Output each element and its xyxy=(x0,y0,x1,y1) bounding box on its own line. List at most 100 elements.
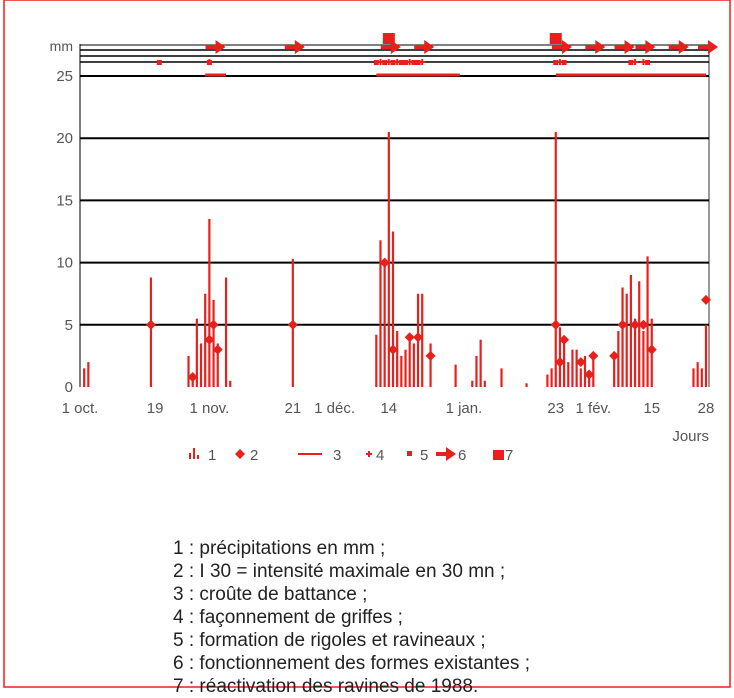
rigoles-marker xyxy=(206,60,212,65)
i30-marker xyxy=(425,350,436,361)
legend-line-5: 5formation de rigoles et ravineaux ; xyxy=(173,629,530,652)
rigoles-marker xyxy=(156,60,162,65)
rigoles-marker xyxy=(382,60,388,65)
x-tick-label: 19 xyxy=(147,400,164,417)
x-tick-label: 23 xyxy=(547,400,564,417)
i30-marker xyxy=(379,257,390,268)
legend-key: 5 xyxy=(420,447,428,464)
i30-marker xyxy=(413,332,424,343)
y-axis-label: mm xyxy=(50,38,73,54)
x-tick-label: 1 oct. xyxy=(62,400,99,417)
legend-label: réactivation des ravines de 1988. xyxy=(199,676,479,697)
y-tick-label: 0 xyxy=(65,379,73,396)
legend-key: 6 xyxy=(458,447,466,464)
i30-marker xyxy=(630,319,641,330)
legend-symbol-dot xyxy=(407,451,412,456)
rigoles-marker xyxy=(373,60,379,65)
legend-label: I 30 = intensité maximale en 30 mn ; xyxy=(199,561,506,582)
legend-line-6: 6fonctionnement des formes existantes ; xyxy=(173,652,530,675)
existing-forms-arrow xyxy=(585,40,606,54)
i30-marker xyxy=(584,369,595,380)
i30-marker xyxy=(646,344,657,355)
existing-forms-arrow xyxy=(635,40,656,54)
existing-forms-arrow xyxy=(551,40,572,54)
legend-line-4: 4façonnement de griffes ; xyxy=(173,606,530,629)
legend-key: 3 xyxy=(333,447,341,464)
i30-marker xyxy=(701,294,711,305)
legend-line-7: 7réactivation des ravines de 1988. xyxy=(173,675,530,698)
y-tick-label: 15 xyxy=(56,192,73,209)
legend-key: 1 xyxy=(208,447,216,464)
legend-line-1: 1précipitations en mm ; xyxy=(173,537,530,560)
legend-label: précipitations en mm ; xyxy=(199,538,386,559)
existing-forms-arrow xyxy=(668,40,689,54)
x-axis-label: Jours xyxy=(672,428,709,445)
rigoles-marker xyxy=(398,60,404,65)
rigoles-marker xyxy=(561,60,567,65)
x-tick-label: 1 jan. xyxy=(446,400,483,417)
i30-marker xyxy=(145,319,156,330)
reactivation-marker xyxy=(549,33,562,44)
existing-forms-arrow xyxy=(205,40,226,54)
y-tick-label: 20 xyxy=(56,130,73,147)
x-tick-label: 14 xyxy=(380,400,397,417)
i30-marker xyxy=(204,334,215,345)
existing-forms-arrow xyxy=(698,40,718,54)
rigoles-marker xyxy=(415,60,421,65)
legend-key: 2 xyxy=(250,447,258,464)
legend-number: 6 xyxy=(173,653,199,674)
existing-forms-arrow xyxy=(414,40,435,54)
x-tick-label: 1 déc. xyxy=(314,400,355,417)
i30-marker xyxy=(208,319,219,330)
legend-number: 4 xyxy=(173,607,199,628)
y-tick-label: 25 xyxy=(56,68,73,85)
i30-marker xyxy=(575,357,586,368)
rigoles-marker xyxy=(553,60,559,65)
x-tick-label: 1 nov. xyxy=(189,400,229,417)
rigoles-marker xyxy=(390,60,396,65)
existing-forms-arrow xyxy=(284,40,305,54)
legend-label: façonnement de griffes ; xyxy=(199,607,403,628)
i30-marker xyxy=(287,319,298,330)
x-tick-label: 15 xyxy=(643,400,660,417)
i30-marker xyxy=(609,350,620,361)
legend-key: 7 xyxy=(505,447,513,464)
legend-number: 2 xyxy=(173,561,199,582)
x-tick-label: 28 xyxy=(698,400,715,417)
legend-symbol-arrow xyxy=(436,447,456,461)
legend-label: formation de rigoles et ravineaux ; xyxy=(199,630,486,651)
i30-marker xyxy=(388,344,398,355)
legend-line-3: 3croûte de battance ; xyxy=(173,583,530,606)
legend-symbol-square xyxy=(493,450,504,460)
i30-marker xyxy=(554,357,565,368)
rigoles-marker xyxy=(628,60,634,65)
i30-marker xyxy=(638,319,649,330)
i30-marker xyxy=(550,319,561,330)
legend-line-2: 2I 30 = intensité maximale en 30 mn ; xyxy=(173,560,530,583)
rigoles-marker xyxy=(403,60,409,65)
i30-marker xyxy=(588,350,599,361)
legend-key: 4 xyxy=(376,447,384,464)
legend-number: 5 xyxy=(173,630,199,651)
existing-forms-arrow xyxy=(614,40,635,54)
x-tick-label: 21 xyxy=(284,400,301,417)
i30-marker xyxy=(212,344,223,355)
i30-marker xyxy=(404,332,415,343)
x-tick-label: 1 fév. xyxy=(576,400,612,417)
legend-label: fonctionnement des formes existantes ; xyxy=(199,653,530,674)
existing-forms-arrow xyxy=(380,40,401,54)
i30-marker xyxy=(187,372,198,383)
rigoles-marker xyxy=(411,60,417,65)
legend-symbol-diamond xyxy=(235,449,245,459)
y-tick-label: 5 xyxy=(65,317,73,334)
legend-number: 7 xyxy=(173,676,199,697)
y-tick-label: 10 xyxy=(56,255,73,272)
i30-marker xyxy=(559,334,570,345)
figure-border xyxy=(3,0,731,688)
legend-number: 3 xyxy=(173,584,199,605)
i30-marker xyxy=(617,319,628,330)
legend-symbol-star xyxy=(366,451,372,457)
legend-number: 1 xyxy=(173,538,199,559)
